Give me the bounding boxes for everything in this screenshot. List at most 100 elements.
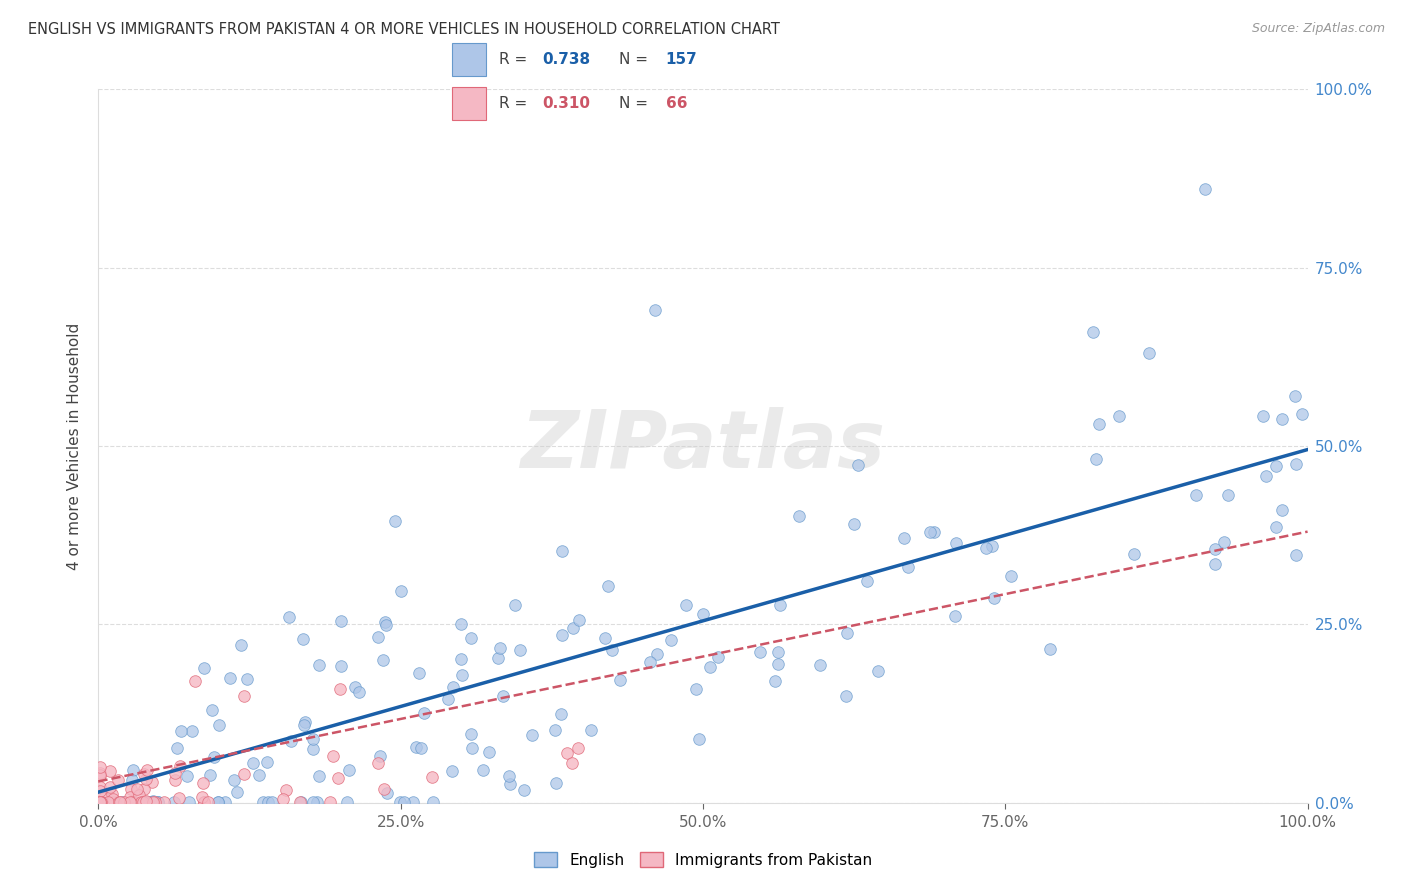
Point <box>1264 459 1286 474</box>
Point <box>225 785 247 799</box>
Point <box>229 638 252 652</box>
Point <box>835 625 858 640</box>
Point <box>1291 407 1313 421</box>
Point <box>384 514 406 528</box>
Point <box>89 780 111 794</box>
Point <box>413 706 436 720</box>
Point <box>460 727 482 741</box>
Point <box>260 795 283 809</box>
Point <box>640 655 662 669</box>
Point <box>766 645 789 659</box>
Point <box>835 689 858 703</box>
Point <box>561 622 583 636</box>
Point <box>789 509 811 524</box>
Point <box>103 795 125 809</box>
Point <box>97 795 120 809</box>
Point <box>437 692 460 706</box>
Point <box>373 781 395 796</box>
Point <box>460 631 482 645</box>
Point <box>1081 325 1104 339</box>
Point <box>302 742 325 756</box>
Point <box>561 756 583 770</box>
Point <box>271 792 294 806</box>
Point <box>1285 548 1308 562</box>
Point <box>1265 520 1288 534</box>
Point <box>486 650 509 665</box>
Point <box>550 706 572 721</box>
Point <box>193 795 215 809</box>
Point <box>609 673 631 687</box>
Point <box>176 768 198 782</box>
Point <box>127 782 149 797</box>
Point <box>121 795 143 809</box>
Text: 66: 66 <box>665 96 688 112</box>
Point <box>842 517 865 532</box>
Point <box>893 531 915 545</box>
Point <box>1218 488 1240 502</box>
Point <box>201 702 224 716</box>
Point <box>600 643 623 657</box>
Point <box>512 782 534 797</box>
Point <box>450 617 472 632</box>
Point <box>98 764 121 778</box>
Point <box>121 772 143 787</box>
Point <box>142 794 165 808</box>
Point <box>191 776 214 790</box>
Point <box>685 681 707 696</box>
Point <box>89 760 111 774</box>
Point <box>402 795 425 809</box>
Point <box>329 659 352 673</box>
Point <box>302 795 325 809</box>
FancyBboxPatch shape <box>453 43 486 76</box>
Point <box>202 750 225 764</box>
Point <box>409 741 432 756</box>
Point <box>405 739 427 754</box>
Point <box>595 631 617 645</box>
Point <box>922 524 945 539</box>
Point <box>101 792 124 806</box>
Point <box>169 759 191 773</box>
Point <box>1271 503 1294 517</box>
Point <box>302 731 325 746</box>
Point <box>148 795 170 809</box>
Text: ENGLISH VS IMMIGRANTS FROM PAKISTAN 4 OR MORE VEHICLES IN HOUSEHOLD CORRELATION : ENGLISH VS IMMIGRANTS FROM PAKISTAN 4 OR… <box>28 22 780 37</box>
Point <box>89 768 111 782</box>
Point <box>1271 412 1294 426</box>
Point <box>89 768 111 782</box>
Point <box>1084 452 1107 467</box>
Point <box>389 583 412 598</box>
Text: 157: 157 <box>665 52 697 67</box>
Point <box>219 671 242 685</box>
Point <box>499 776 522 790</box>
Point <box>441 681 464 695</box>
Point <box>184 674 207 689</box>
Point <box>769 598 792 612</box>
Point <box>546 775 568 789</box>
Point <box>868 664 890 678</box>
Point <box>422 795 444 809</box>
Point <box>141 774 163 789</box>
Point <box>441 764 464 778</box>
Point <box>520 728 543 742</box>
Point <box>367 756 389 771</box>
Point <box>89 766 111 780</box>
Point <box>1137 346 1160 360</box>
Point <box>146 795 169 809</box>
Point <box>897 560 920 574</box>
Text: 0.738: 0.738 <box>541 52 591 67</box>
Text: R =: R = <box>499 52 531 67</box>
Point <box>214 795 236 809</box>
Point <box>163 772 186 787</box>
Point <box>568 614 591 628</box>
Point <box>983 591 1005 606</box>
Point <box>257 795 280 809</box>
Point <box>330 615 353 629</box>
Point <box>162 795 184 809</box>
Point <box>108 795 131 809</box>
Point <box>503 599 526 613</box>
Point <box>326 771 349 785</box>
Point <box>308 769 330 783</box>
Point <box>981 540 1004 554</box>
Point <box>89 795 111 809</box>
Point <box>675 598 697 612</box>
